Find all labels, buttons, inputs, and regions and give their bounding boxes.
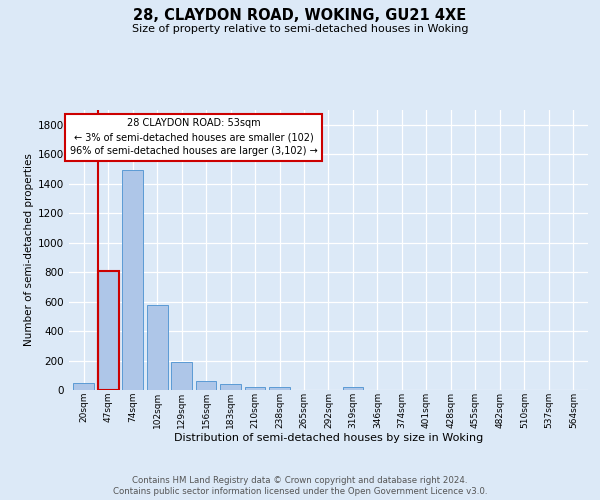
Bar: [98, 270, 119, 390]
Y-axis label: Number of semi-detached properties: Number of semi-detached properties: [24, 154, 34, 346]
Bar: [73, 382, 94, 390]
X-axis label: Distribution of semi-detached houses by size in Woking: Distribution of semi-detached houses by …: [174, 434, 483, 444]
Text: Contains public sector information licensed under the Open Government Licence v3: Contains public sector information licen…: [113, 487, 487, 496]
Bar: [343, 387, 364, 390]
Text: 28, CLAYDON ROAD, WOKING, GU21 4XE: 28, CLAYDON ROAD, WOKING, GU21 4XE: [133, 8, 467, 22]
Text: 28 CLAYDON ROAD: 53sqm
← 3% of semi-detached houses are smaller (102)
96% of sem: 28 CLAYDON ROAD: 53sqm ← 3% of semi-deta…: [70, 118, 317, 156]
Bar: [147, 304, 167, 390]
Bar: [122, 170, 143, 390]
Bar: [220, 384, 241, 390]
Text: Contains HM Land Registry data © Crown copyright and database right 2024.: Contains HM Land Registry data © Crown c…: [132, 476, 468, 485]
Bar: [269, 387, 290, 390]
Text: Size of property relative to semi-detached houses in Woking: Size of property relative to semi-detach…: [132, 24, 468, 34]
Bar: [98, 270, 119, 390]
Bar: [196, 381, 217, 390]
Bar: [171, 362, 192, 390]
Bar: [245, 387, 265, 390]
